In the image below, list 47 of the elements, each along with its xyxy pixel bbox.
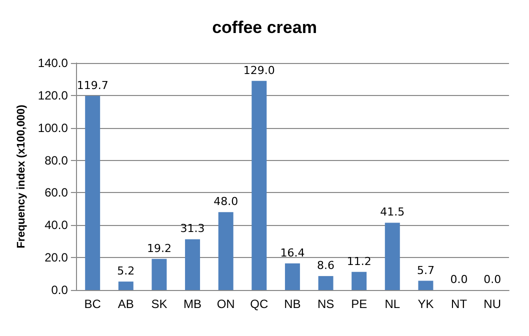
data-label: 5.7 bbox=[416, 264, 434, 277]
bar bbox=[352, 272, 367, 290]
x-tick-label: SK bbox=[151, 297, 168, 311]
bar bbox=[384, 222, 400, 290]
x-tick-label: NT bbox=[451, 297, 468, 311]
data-label: 0.0 bbox=[450, 273, 468, 286]
x-tick-label: ON bbox=[216, 297, 235, 311]
y-tick-label: 140.0 bbox=[38, 56, 68, 70]
y-tick-label: 100.0 bbox=[38, 120, 68, 135]
data-label: 8.6 bbox=[317, 259, 335, 272]
x-tick-label: QC bbox=[250, 297, 268, 311]
x-tick-label: NB bbox=[284, 297, 301, 311]
y-tick-label: 0.0 bbox=[51, 283, 68, 297]
bar bbox=[152, 258, 167, 290]
bar bbox=[418, 280, 434, 290]
x-tick-label: NL bbox=[384, 297, 400, 311]
bar bbox=[185, 239, 200, 290]
data-label: 19.2 bbox=[146, 242, 172, 255]
data-label: 16.4 bbox=[280, 246, 305, 260]
chart-title: coffee cream bbox=[212, 18, 317, 37]
y-axis-title: Frequency index (x100,000) bbox=[16, 104, 28, 248]
x-tick-label: NS bbox=[317, 297, 334, 311]
data-label: 11.2 bbox=[346, 254, 372, 268]
bar bbox=[252, 80, 267, 290]
bar bbox=[118, 282, 134, 290]
bar bbox=[218, 212, 234, 290]
data-label: 31.3 bbox=[180, 222, 205, 236]
y-tick-label: 40.0 bbox=[44, 218, 68, 232]
bar bbox=[85, 96, 100, 290]
data-label: 41.5 bbox=[380, 206, 405, 219]
data-label: 5.2 bbox=[117, 264, 135, 278]
data-label: 119.7 bbox=[76, 78, 108, 92]
data-label: 0.0 bbox=[484, 273, 502, 286]
x-tick-label: PE bbox=[351, 297, 368, 311]
bar bbox=[318, 276, 334, 290]
x-tick-label: MB bbox=[184, 297, 202, 311]
y-tick-label: 80.0 bbox=[44, 153, 68, 168]
y-tick-label: 60.0 bbox=[44, 186, 68, 200]
y-tick-label: 120.0 bbox=[38, 88, 68, 102]
x-tick-label: YK bbox=[418, 297, 434, 311]
y-tick-label: 20.0 bbox=[44, 250, 68, 265]
bar bbox=[284, 263, 300, 290]
data-label: 48.0 bbox=[214, 195, 238, 208]
data-label: 129.0 bbox=[243, 64, 275, 77]
x-tick-label: AB bbox=[118, 297, 134, 311]
x-tick-label: BC bbox=[84, 297, 102, 311]
x-tick-label: NU bbox=[484, 297, 502, 311]
